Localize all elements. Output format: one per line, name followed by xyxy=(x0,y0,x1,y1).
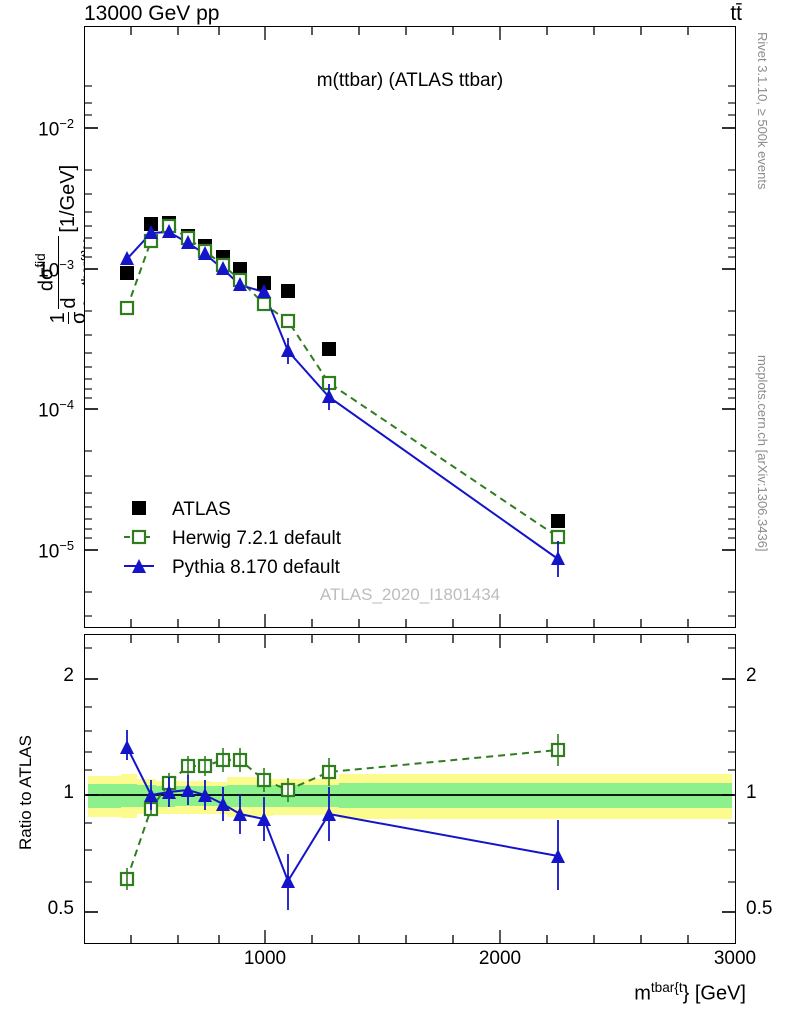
ratio-ylabel: Ratio to ATLAS xyxy=(16,735,35,850)
watermark-text: ATLAS_2020_I1801434 xyxy=(320,585,500,604)
main-y-major-ticks xyxy=(84,127,736,551)
ratio-ytick-1: 1 xyxy=(63,782,74,803)
header-process: tt̄ xyxy=(730,2,742,25)
ratio-panel xyxy=(84,634,736,944)
legend-label-atlas: ATLAS xyxy=(172,499,231,520)
legend-marker-herwig xyxy=(131,529,147,545)
right-label-bottom: mcplots.cern.ch [arXiv:1306.3436] xyxy=(755,355,770,552)
pythia-points xyxy=(120,224,565,577)
ratio-ytick-05: 0.5 xyxy=(47,898,74,919)
ytick-1e-3: 10−3 xyxy=(38,257,74,282)
x-axis-label: mtbar{t} [GeV] xyxy=(634,980,746,1005)
main-panel: m(ttbar) (ATLAS ttbar) ATLAS_2020_I18014… xyxy=(84,26,736,628)
legend: ATLAS Herwig 7.2.1 default Pythia 8.170 … xyxy=(124,499,342,578)
ratio-x-ticks xyxy=(130,634,689,944)
ratio-ytick-labels-right: 2 1 0.5 xyxy=(736,634,786,944)
ratio-ytick-2: 2 xyxy=(63,665,74,686)
main-x-ticks xyxy=(130,26,689,628)
x-tick-labels: 1000 2000 3000 xyxy=(0,948,786,978)
main-y-minor-ticks xyxy=(84,85,736,617)
xtick-1000: 1000 xyxy=(243,948,287,969)
ytick-1e-2: 10−2 xyxy=(38,116,74,141)
legend-marker-atlas xyxy=(132,501,146,515)
ytick-1e-4: 10−4 xyxy=(38,397,74,422)
legend-marker-pythia xyxy=(132,559,146,573)
right-label-top: Rivet 3.1.10, ≥ 500k events xyxy=(755,32,770,190)
xtick-3000: 3000 xyxy=(713,948,757,969)
header-beam: 13000 GeV pp xyxy=(84,2,220,25)
ratio-ytick-2-right: 2 xyxy=(746,665,757,686)
ratio-herwig-curve xyxy=(126,749,559,880)
ratio-ytick-05-right: 0.5 xyxy=(746,898,773,919)
ratio-ytick-1-right: 1 xyxy=(746,782,757,803)
ratio-y-major-ticks xyxy=(84,678,736,913)
legend-label-pythia: Pythia 8.170 default xyxy=(172,557,341,578)
plot-title-text: m(ttbar) (ATLAS ttbar) xyxy=(317,70,504,91)
xtick-2000: 2000 xyxy=(478,948,522,969)
main-ytick-labels: 10−2 10−3 10−4 10−5 xyxy=(0,0,84,628)
ytick-1e-5: 10−5 xyxy=(38,538,74,563)
ratio-ytick-labels-left: 2 1 0.5 xyxy=(0,634,84,944)
ratio-y-minor-ticks xyxy=(84,647,736,883)
ratio-pythia-points xyxy=(120,730,565,910)
legend-label-herwig: Herwig 7.2.1 default xyxy=(172,528,342,549)
